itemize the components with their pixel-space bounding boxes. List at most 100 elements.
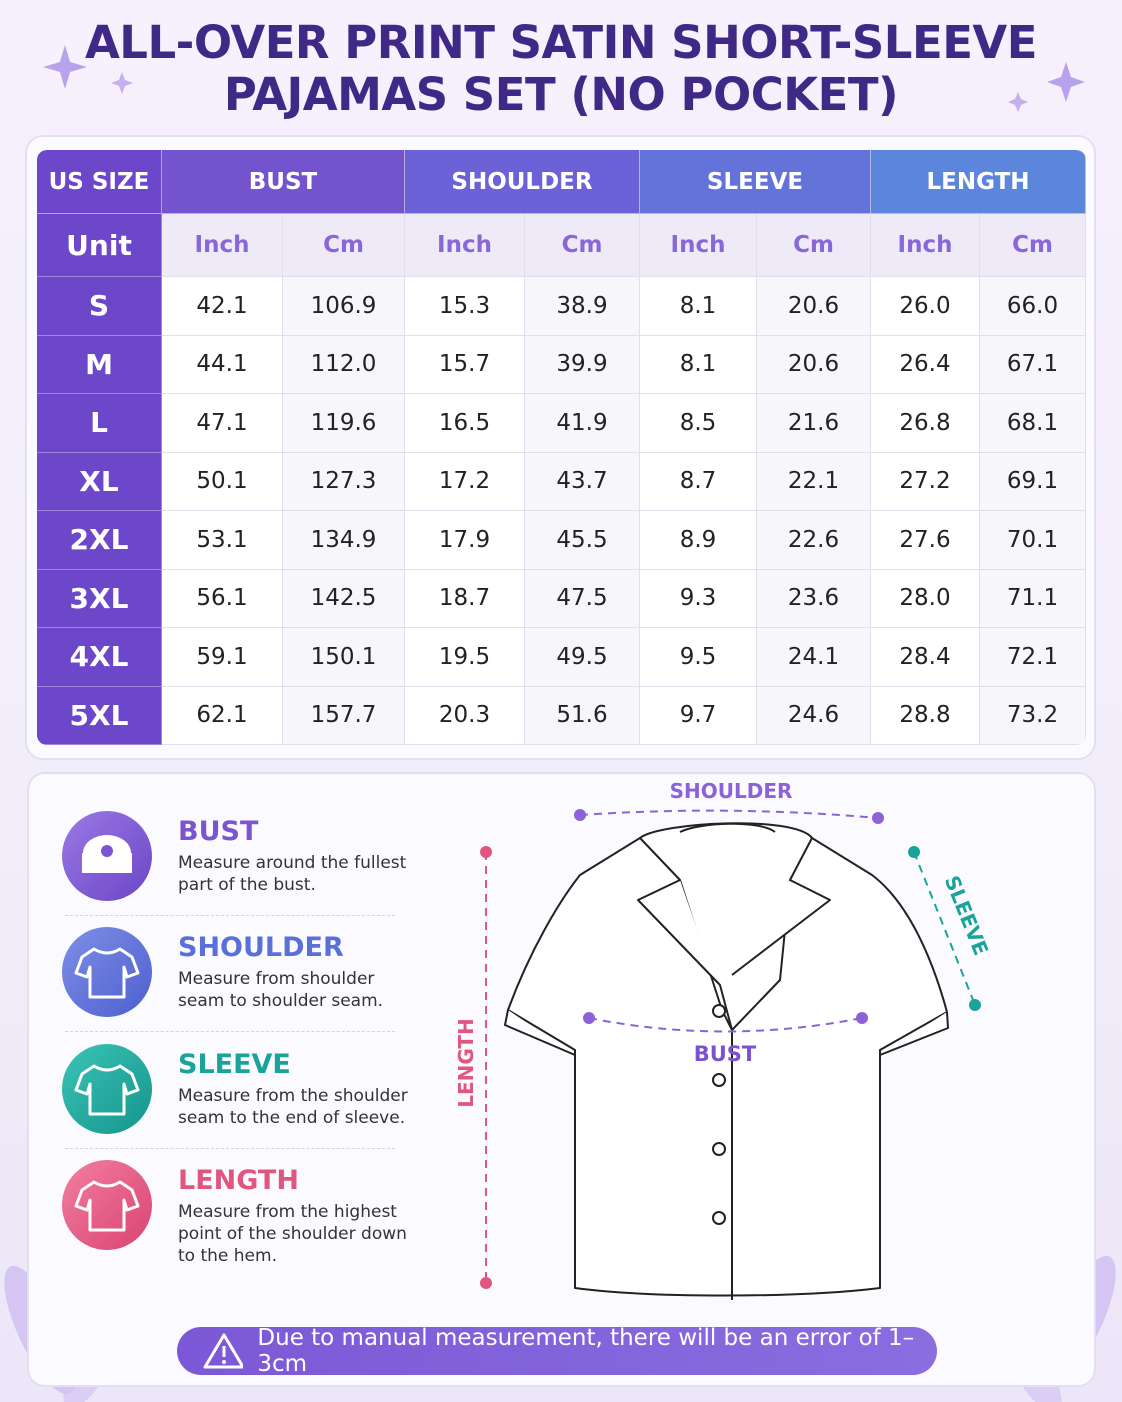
value-cell: 22.6 [757, 511, 871, 570]
value-cell: 106.9 [283, 277, 405, 336]
separator [65, 1147, 395, 1149]
title: ALL-OVER PRINT SATIN SHORT-SLEEVE [84, 16, 1038, 69]
value-cell: 23.6 [757, 569, 871, 628]
value-cell: 8.9 [640, 511, 757, 570]
value-cell: 68.1 [980, 394, 1086, 453]
value-cell: 9.7 [640, 686, 757, 745]
value-cell: 26.8 [871, 394, 980, 453]
separator [65, 915, 395, 916]
size-cell: S [37, 277, 162, 336]
guide-title: LENGTH [178, 1164, 299, 1196]
value-cell: 19.5 [405, 628, 525, 687]
value-cell: 28.8 [871, 686, 980, 745]
size-cell: M [37, 335, 162, 394]
value-cell: 15.7 [405, 335, 525, 394]
separator [65, 1031, 395, 1033]
value-cell: 17.9 [405, 511, 525, 570]
note-text: Due to manual measurement, there will be… [257, 1325, 915, 1377]
unit-cell: Cm [525, 214, 640, 277]
unit-cell: Unit [37, 214, 162, 277]
value-cell: 9.5 [640, 628, 757, 687]
unit-cell: Cm [757, 214, 871, 277]
value-cell: 150.1 [283, 628, 405, 687]
value-cell: 67.1 [980, 335, 1086, 394]
guide-icon [62, 811, 152, 901]
value-cell: 28.4 [871, 628, 980, 687]
value-cell: 9.3 [640, 569, 757, 628]
guide-icon [62, 927, 152, 1018]
guide-title: SLEEVE [178, 1048, 291, 1080]
guide-text: Measure from shoulder seam to shoulder s… [178, 969, 384, 1012]
guide-icon [62, 1043, 152, 1134]
sleeve-label: SLEEVE [940, 872, 994, 959]
size-cell: 4XL [37, 628, 162, 687]
unit-cell: Inch [405, 214, 525, 277]
value-cell: 20.3 [405, 686, 525, 745]
value-cell: 56.1 [162, 569, 283, 628]
value-cell: 27.2 [871, 452, 980, 511]
value-cell: 119.6 [283, 394, 405, 453]
value-cell: 43.7 [525, 452, 640, 511]
value-cell: 134.9 [283, 511, 405, 570]
value-cell: 15.3 [405, 277, 525, 336]
title: PAJAMAS SET (NO POCKET) [223, 68, 899, 121]
guide-title: BUST [178, 816, 259, 847]
value-cell: 51.6 [525, 686, 640, 745]
value-cell: 18.7 [405, 569, 525, 628]
value-cell: 71.1 [980, 569, 1086, 628]
value-cell: 157.7 [283, 686, 405, 745]
value-cell: 21.6 [757, 394, 871, 453]
unit-cell: Inch [640, 214, 757, 277]
shirt-icon [74, 947, 140, 999]
value-cell: 127.3 [283, 452, 405, 511]
header-cell: LENGTH [871, 150, 1086, 214]
value-cell: 45.5 [525, 511, 640, 570]
value-cell: 26.4 [871, 335, 980, 394]
value-cell: 20.6 [757, 335, 871, 394]
unit-cell: Inch [162, 214, 283, 277]
header-cell: SLEEVE [640, 150, 871, 214]
value-cell: 69.1 [980, 452, 1086, 511]
size-cell: 2XL [37, 511, 162, 570]
guide-icon [62, 1159, 152, 1250]
shirt-icon [74, 1064, 140, 1116]
value-cell: 28.0 [871, 569, 980, 628]
shirt [504, 822, 949, 1300]
guide-text: Measure from the shoulder seam to the en… [178, 1085, 408, 1128]
value-cell: 47.5 [525, 569, 640, 628]
tape-icon [82, 835, 132, 873]
value-cell: 22.1 [757, 452, 871, 511]
value-cell: 73.2 [980, 686, 1086, 745]
value-cell: 38.9 [525, 277, 640, 336]
header-cell: SHOULDER [405, 150, 640, 214]
unit-cell: Cm [283, 214, 405, 277]
value-cell: 39.9 [525, 335, 640, 394]
value-cell: 20.6 [757, 277, 871, 336]
value-cell: 8.1 [640, 335, 757, 394]
shoulder-label: SHOULDER [670, 779, 793, 803]
note-banner: Due to manual measurement, there will be… [177, 1325, 937, 1377]
header-cell: BUST [162, 150, 405, 214]
size-table: US SIZE BUST SHOULDER SLEEVE LENGTH Unit Inch C… [37, 150, 1086, 745]
header-cell: US SIZE [37, 150, 162, 214]
value-cell: 26.0 [871, 277, 980, 336]
value-cell: 50.1 [162, 452, 283, 511]
size-cell: L [37, 394, 162, 453]
value-cell: 8.7 [640, 452, 757, 511]
value-cell: 44.1 [162, 335, 283, 394]
value-cell: 41.9 [525, 394, 640, 453]
size-cell: XL [37, 452, 162, 511]
value-cell: 72.1 [980, 628, 1086, 687]
value-cell: 24.6 [757, 686, 871, 745]
value-cell: 53.1 [162, 511, 283, 570]
value-cell: 8.1 [640, 277, 757, 336]
value-cell: 47.1 [162, 394, 283, 453]
value-cell: 59.1 [162, 628, 283, 687]
value-cell: 16.5 [405, 394, 525, 453]
value-cell: 70.1 [980, 511, 1086, 570]
value-cell: 66.0 [980, 277, 1086, 336]
value-cell: 27.6 [871, 511, 980, 570]
value-cell: 17.2 [405, 452, 525, 511]
shirt-icon [74, 1180, 140, 1232]
